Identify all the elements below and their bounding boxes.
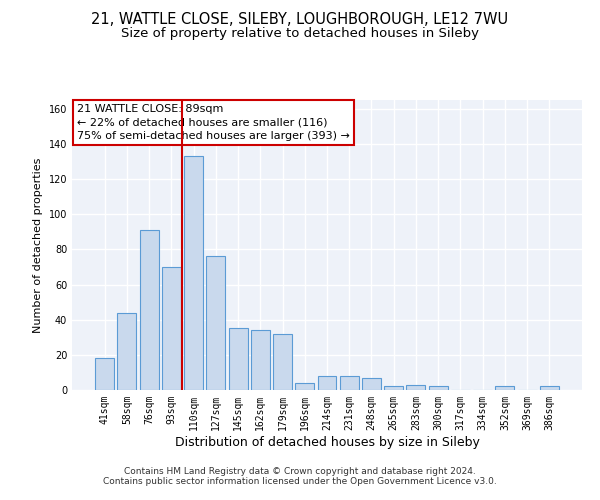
Text: Contains public sector information licensed under the Open Government Licence v3: Contains public sector information licen…	[103, 477, 497, 486]
Bar	[406, 384, 425, 390]
Bar	[362, 378, 381, 390]
Bar	[340, 376, 359, 390]
Bar	[95, 358, 114, 390]
Bar	[162, 267, 181, 390]
Bar	[206, 256, 225, 390]
Bar	[295, 383, 314, 390]
Bar	[429, 386, 448, 390]
X-axis label: Distribution of detached houses by size in Sileby: Distribution of detached houses by size …	[175, 436, 479, 448]
Bar	[496, 386, 514, 390]
Bar	[273, 334, 292, 390]
Text: Contains HM Land Registry data © Crown copyright and database right 2024.: Contains HM Land Registry data © Crown c…	[124, 467, 476, 476]
Bar	[540, 386, 559, 390]
Bar	[140, 230, 158, 390]
Text: Size of property relative to detached houses in Sileby: Size of property relative to detached ho…	[121, 28, 479, 40]
Bar	[384, 386, 403, 390]
Text: 21 WATTLE CLOSE: 89sqm
← 22% of detached houses are smaller (116)
75% of semi-de: 21 WATTLE CLOSE: 89sqm ← 22% of detached…	[77, 104, 350, 141]
Bar	[317, 376, 337, 390]
Y-axis label: Number of detached properties: Number of detached properties	[33, 158, 43, 332]
Bar	[229, 328, 248, 390]
Text: 21, WATTLE CLOSE, SILEBY, LOUGHBOROUGH, LE12 7WU: 21, WATTLE CLOSE, SILEBY, LOUGHBOROUGH, …	[91, 12, 509, 28]
Bar	[251, 330, 270, 390]
Bar	[118, 312, 136, 390]
Bar	[184, 156, 203, 390]
